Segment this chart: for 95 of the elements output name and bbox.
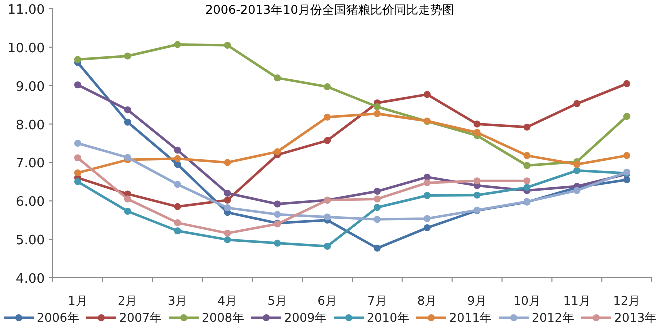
point xyxy=(74,82,82,89)
point xyxy=(124,196,132,203)
point xyxy=(524,152,531,160)
legend-label: 2011年 xyxy=(450,311,492,325)
x-tick-label: 11月 xyxy=(563,294,591,308)
point xyxy=(174,41,182,48)
point xyxy=(324,84,332,91)
point xyxy=(224,42,232,50)
point xyxy=(324,137,332,144)
point xyxy=(424,180,431,187)
point xyxy=(474,129,481,136)
x-tick-label: 10月 xyxy=(514,294,541,308)
point xyxy=(224,236,232,244)
legend-label: 2007年 xyxy=(120,311,162,325)
chart-title: 2006-2013年10月份全国猪粮比价同比走势图 xyxy=(206,3,454,17)
x-tick-label: 7月 xyxy=(368,294,388,308)
point xyxy=(574,161,581,168)
x-tick-label: 9月 xyxy=(467,294,488,308)
x-tick-label: 8月 xyxy=(418,294,438,308)
point xyxy=(224,159,232,166)
point xyxy=(624,152,631,160)
point xyxy=(174,161,182,168)
point xyxy=(224,204,232,212)
x-tick-label: 1月 xyxy=(68,294,88,308)
point xyxy=(374,216,381,224)
legend-label: 2008年 xyxy=(202,311,245,325)
point xyxy=(374,110,381,118)
point xyxy=(374,196,381,203)
x-tick-label: 12月 xyxy=(613,294,641,308)
point xyxy=(374,188,381,196)
legend-label: 2013年 xyxy=(614,311,658,325)
point xyxy=(224,196,232,204)
point xyxy=(424,192,431,200)
y-tick-label: 9.00 xyxy=(16,80,45,95)
point xyxy=(74,154,82,162)
point xyxy=(524,178,531,185)
point xyxy=(124,154,132,162)
point xyxy=(124,118,132,126)
point xyxy=(474,192,481,199)
point xyxy=(374,204,381,212)
point xyxy=(224,190,232,197)
legend-label: 2012年 xyxy=(532,311,575,325)
point xyxy=(574,167,581,174)
point xyxy=(74,170,82,177)
point xyxy=(574,100,581,108)
x-tick-label: 5月 xyxy=(268,294,288,308)
point xyxy=(274,240,282,247)
point xyxy=(174,228,182,235)
legend-label: 2009年 xyxy=(284,311,328,325)
point xyxy=(624,113,631,120)
point xyxy=(474,178,481,185)
x-tick-label: 3月 xyxy=(168,294,188,308)
point xyxy=(624,80,631,88)
point xyxy=(224,230,232,237)
point xyxy=(174,155,182,162)
legend-label: 2006年 xyxy=(37,311,80,325)
point xyxy=(274,74,282,82)
y-tick-label: 11.00 xyxy=(8,3,45,18)
point xyxy=(424,91,431,98)
point xyxy=(624,176,631,184)
y-tick-label: 7.00 xyxy=(16,156,45,172)
point xyxy=(174,181,182,188)
point xyxy=(324,114,332,121)
point xyxy=(74,56,82,64)
point xyxy=(124,106,132,114)
x-tick-label: 6月 xyxy=(318,294,338,308)
point xyxy=(574,187,581,194)
point xyxy=(274,200,282,208)
y-tick-label: 5.00 xyxy=(16,234,45,249)
legend-label: 2010年 xyxy=(367,311,410,325)
x-tick-label: 2月 xyxy=(118,294,138,308)
point xyxy=(474,120,481,128)
y-tick-label: 10.00 xyxy=(8,41,45,56)
point xyxy=(324,242,332,250)
point xyxy=(274,211,282,218)
point xyxy=(324,214,332,221)
point xyxy=(374,244,381,252)
point xyxy=(124,208,132,216)
point xyxy=(174,220,182,227)
point xyxy=(124,52,132,60)
point xyxy=(174,203,182,210)
y-tick-label: 8.00 xyxy=(16,118,45,134)
y-tick-label: 4.00 xyxy=(16,272,45,287)
x-tick-label: 4月 xyxy=(218,294,238,308)
point xyxy=(74,140,82,147)
point xyxy=(174,146,182,154)
y-tick-label: 6.00 xyxy=(16,195,45,210)
point xyxy=(524,184,531,192)
point xyxy=(524,162,531,170)
point xyxy=(424,215,431,222)
point xyxy=(424,224,431,232)
point xyxy=(374,103,381,110)
point xyxy=(74,178,82,186)
point xyxy=(524,124,531,131)
point xyxy=(274,148,282,156)
